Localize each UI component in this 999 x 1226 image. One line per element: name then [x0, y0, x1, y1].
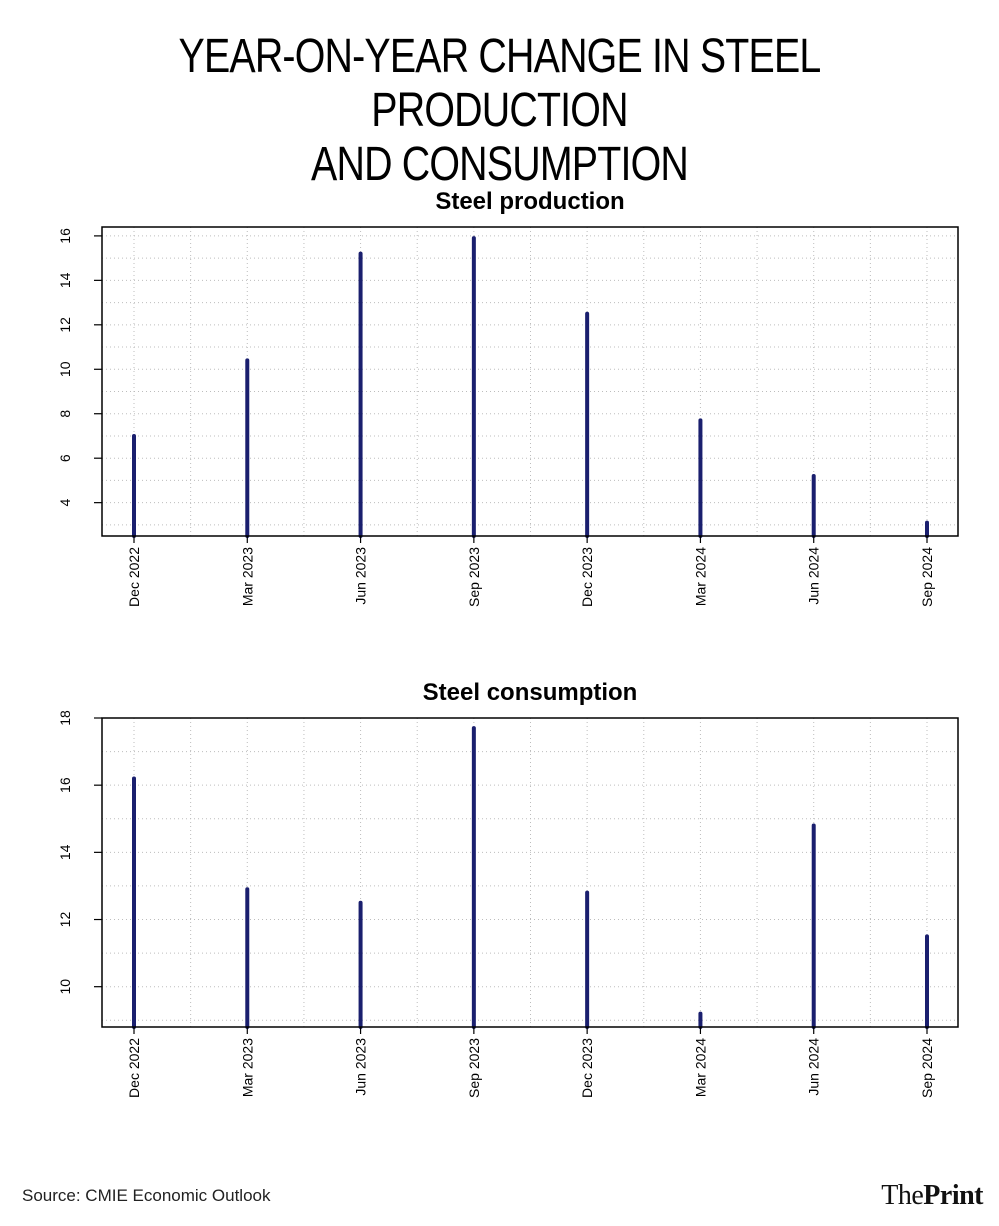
- x-tick-label: Sep 2023: [466, 547, 482, 607]
- y-tick-label: 14: [57, 272, 73, 288]
- steel-production-chart: Steel production 4 6 8 10 12 14 16 Dec 2022 Mar 2…: [57, 188, 959, 607]
- y-tick-label: 18: [57, 710, 73, 726]
- chart-title: Steel consumption: [423, 679, 638, 706]
- x-tick-label: Sep 2024: [919, 1038, 935, 1098]
- y-tick-label: 14: [57, 844, 73, 860]
- x-tick-label: Sep 2024: [919, 547, 935, 607]
- x-tick-label: Mar 2024: [692, 547, 708, 606]
- source-note: Source: CMIE Economic Outlook: [22, 1186, 271, 1205]
- x-tick-label: Jun 2024: [806, 547, 822, 605]
- y-tick-label: 4: [57, 499, 73, 507]
- y-tick-label: 6: [57, 454, 73, 462]
- y-tick-label: 12: [57, 317, 73, 333]
- chart-title: Steel production: [435, 188, 624, 215]
- x-tick-label: Dec 2022: [126, 1038, 142, 1098]
- brand-logo-part-2: Print: [923, 1180, 983, 1211]
- y-tick-label: 16: [57, 777, 73, 793]
- x-tick-label: Mar 2023: [239, 1038, 255, 1097]
- x-tick-label: Jun 2023: [353, 1038, 369, 1096]
- x-tick-label: Mar 2024: [692, 1038, 708, 1097]
- x-tick-label: Jun 2023: [353, 547, 369, 605]
- headline-line-2: AND CONSUMPTION: [311, 138, 689, 191]
- y-tick-label: 8: [57, 410, 73, 418]
- x-tick-label: Sep 2023: [466, 1038, 482, 1098]
- brand-logo-part-1: The: [881, 1180, 924, 1211]
- y-tick-label: 10: [57, 979, 73, 995]
- brand-logo: ThePrint: [881, 1180, 983, 1212]
- headline-line-1: YEAR-ON-YEAR CHANGE IN STEEL PRODUCTION: [178, 30, 822, 137]
- x-tick-label: Dec 2023: [579, 547, 595, 607]
- x-tick-label: Mar 2023: [239, 547, 255, 606]
- page-headline: YEAR-ON-YEAR CHANGE IN STEEL PRODUCTION …: [90, 30, 909, 192]
- x-tick-label: Dec 2022: [126, 547, 142, 607]
- y-tick-label: 16: [57, 228, 73, 244]
- x-tick-label: Dec 2023: [579, 1038, 595, 1098]
- plot-frame: [101, 226, 959, 537]
- steel-consumption-chart: Steel consumption 10 12 14 16 18 Dec 2022 Mar 2…: [57, 679, 959, 1098]
- x-tick-label: Jun 2024: [806, 1038, 822, 1096]
- plot-frame: [101, 717, 959, 1028]
- y-tick-label: 12: [57, 912, 73, 928]
- y-tick-label: 10: [57, 361, 73, 377]
